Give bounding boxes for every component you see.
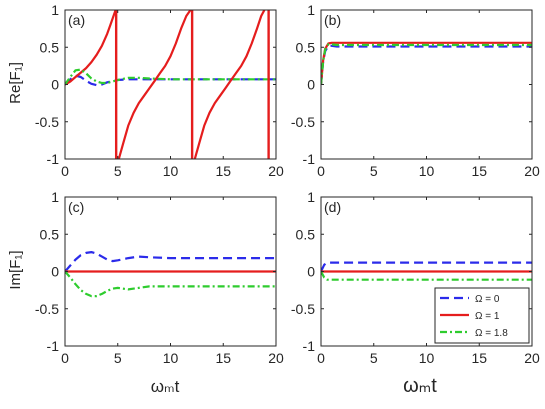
- xlabel-right: ωₘt: [403, 375, 437, 397]
- panel-label: (b): [324, 12, 341, 28]
- x-tick-label: 20: [268, 163, 284, 179]
- x-tick-label: 20: [524, 163, 540, 179]
- y-tick-label: -1: [303, 338, 316, 354]
- y-tick-label: 0: [51, 77, 59, 93]
- y-tick-label: -0.5: [35, 114, 59, 130]
- x-tick-label: 5: [114, 163, 122, 179]
- panel-label: (c): [68, 199, 84, 215]
- y-tick-label: 0: [307, 264, 315, 280]
- x-tick-label: 0: [61, 163, 69, 179]
- x-tick-label: 0: [317, 350, 325, 366]
- series-0: [65, 251, 276, 273]
- panel-2: 0 5 10 15 20 -1 -0.5 0 0.5 1 (b): [291, 2, 540, 179]
- series-1: [65, 10, 118, 86]
- xlabel-left: ωₘt: [151, 377, 180, 396]
- series-group: [321, 261, 532, 281]
- series-1.8: [321, 270, 532, 281]
- x-tick-label: 15: [215, 163, 231, 179]
- legend-entry: Ω = 0: [475, 294, 500, 305]
- legend-entry: Ω = 1.8: [475, 328, 508, 339]
- x-tick-label: 5: [370, 350, 378, 366]
- x-tick-label: 10: [419, 163, 435, 179]
- y-tick-label: 1: [51, 2, 59, 18]
- panel-3: 0 5 10 15 20 -1 -0.5 0 0.5 1 (c): [35, 189, 284, 366]
- series-group: [321, 41, 532, 85]
- y-tick-label: 1: [307, 2, 315, 18]
- x-tick-label: 15: [471, 350, 487, 366]
- y-tick-label: 0.5: [296, 39, 316, 55]
- panel-label: (a): [68, 12, 85, 28]
- y-tick-label: 0.5: [40, 226, 60, 242]
- x-tick-label: 5: [114, 350, 122, 366]
- series-1.8: [65, 270, 276, 298]
- ylabel-im: Im[F₁]: [7, 250, 24, 289]
- series-1.8: [65, 68, 276, 86]
- y-tick-label: 1: [51, 189, 59, 205]
- ylabel-re: Re[F₁]: [7, 62, 24, 104]
- series-1.8: [321, 43, 532, 85]
- series-0: [321, 261, 532, 272]
- y-tick-label: -0.5: [291, 301, 315, 317]
- panel-1: 0 5 10 15 20 -1 -0.5 0 0.5 1 (a): [35, 2, 284, 179]
- series-group: [65, 251, 276, 298]
- x-tick-label: 0: [61, 350, 69, 366]
- y-tick-label: -0.5: [35, 301, 59, 317]
- x-tick-label: 15: [471, 163, 487, 179]
- series-group: [65, 10, 276, 159]
- y-tick-label: 0: [51, 264, 59, 280]
- legend-entry: Ω = 1: [475, 311, 500, 322]
- plot-area: [321, 10, 532, 159]
- x-tick-label: 20: [268, 350, 284, 366]
- x-tick-label: 20: [524, 350, 540, 366]
- y-tick-label: -1: [47, 151, 60, 167]
- y-tick-label: -1: [303, 151, 316, 167]
- y-tick-label: 0.5: [40, 39, 60, 55]
- x-tick-label: 10: [419, 350, 435, 366]
- y-tick-label: -0.5: [291, 114, 315, 130]
- x-tick-label: 0: [317, 163, 325, 179]
- x-tick-label: 5: [370, 163, 378, 179]
- x-tick-label: 10: [163, 350, 179, 366]
- y-tick-label: 1: [307, 189, 315, 205]
- x-tick-label: 15: [215, 350, 231, 366]
- plot-area: [65, 10, 276, 159]
- x-tick-label: 10: [163, 163, 179, 179]
- y-tick-label: 0.5: [296, 226, 316, 242]
- series-1-branch-1: [117, 10, 192, 159]
- series-1-branch-2: [193, 10, 266, 159]
- legend: Ω = 0 Ω = 1 Ω = 1.8: [434, 287, 530, 344]
- y-tick-label: -1: [47, 338, 60, 354]
- y-tick-label: 0: [307, 77, 315, 93]
- panel-label: (d): [324, 199, 341, 215]
